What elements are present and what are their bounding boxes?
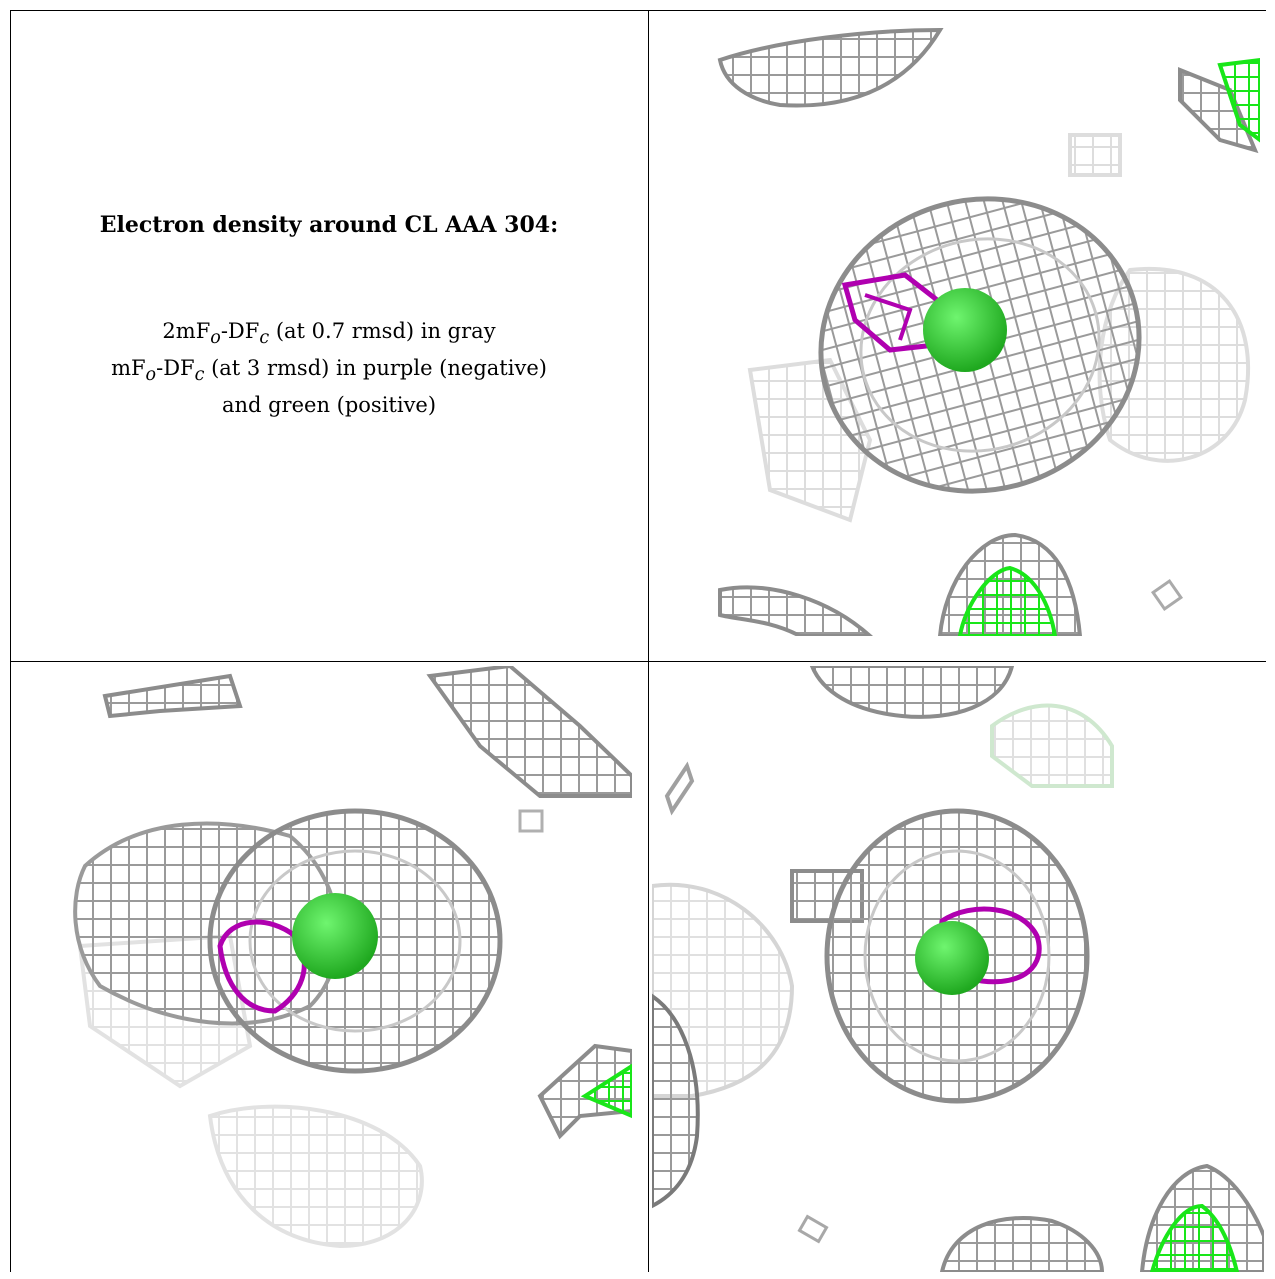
mesh-bottom-left (718, 585, 873, 636)
mesh-left-dark (652, 993, 700, 1209)
legend-cell: Electron density around CL AAA 304: 2mFo… (11, 11, 647, 661)
mesh-top-center (809, 666, 1015, 719)
mesh-small-square (518, 809, 544, 833)
mesh-top-right-gray (1178, 67, 1259, 154)
table-border-middle (10, 661, 1266, 662)
mesh-right-gray (537, 1043, 632, 1140)
table-border-left (10, 10, 11, 1272)
mesh-bottom-center-green (957, 565, 1058, 636)
mesh-top-faint-green (990, 703, 1114, 788)
mesh-right-green (580, 1063, 632, 1119)
legend-line-green: and green (positive) (221, 393, 437, 418)
table-border-center (648, 10, 649, 1272)
legend-title: Electron density around CL AAA 304: (99, 211, 559, 238)
table-border-top (10, 10, 1266, 11)
legend-line-2mfo-dfc: 2mFo-DFc (at 0.7 rmsd) in gray (162, 318, 496, 348)
mesh-top-left (102, 673, 243, 719)
green-sphere (292, 893, 378, 979)
mesh-render-1 (717, 27, 1260, 636)
mesh-small-square (797, 1214, 829, 1244)
density-view-bottom-right (652, 666, 1264, 1272)
mesh-purple-negative (217, 919, 307, 1014)
mesh-top-right-green (1217, 57, 1260, 143)
green-sphere (923, 288, 1007, 372)
mesh-bottom-right-green (1149, 1203, 1240, 1272)
mesh-render-2 (73, 666, 632, 1249)
mesh-small-square (1150, 578, 1184, 612)
density-view-bottom-left (20, 666, 632, 1272)
mesh-render-3 (652, 666, 1264, 1272)
mesh-faint-bottom (207, 1104, 424, 1249)
mesh-top-right (426, 666, 632, 798)
legend-line-mfo-dfc: mFo-DFc (at 3 rmsd) in purple (negative) (111, 356, 547, 386)
mesh-top-left (717, 27, 944, 108)
density-view-top-right (660, 20, 1260, 636)
green-sphere (915, 921, 989, 995)
mesh-faint-small (1068, 133, 1122, 177)
mesh-bottom-center (939, 1216, 1105, 1272)
